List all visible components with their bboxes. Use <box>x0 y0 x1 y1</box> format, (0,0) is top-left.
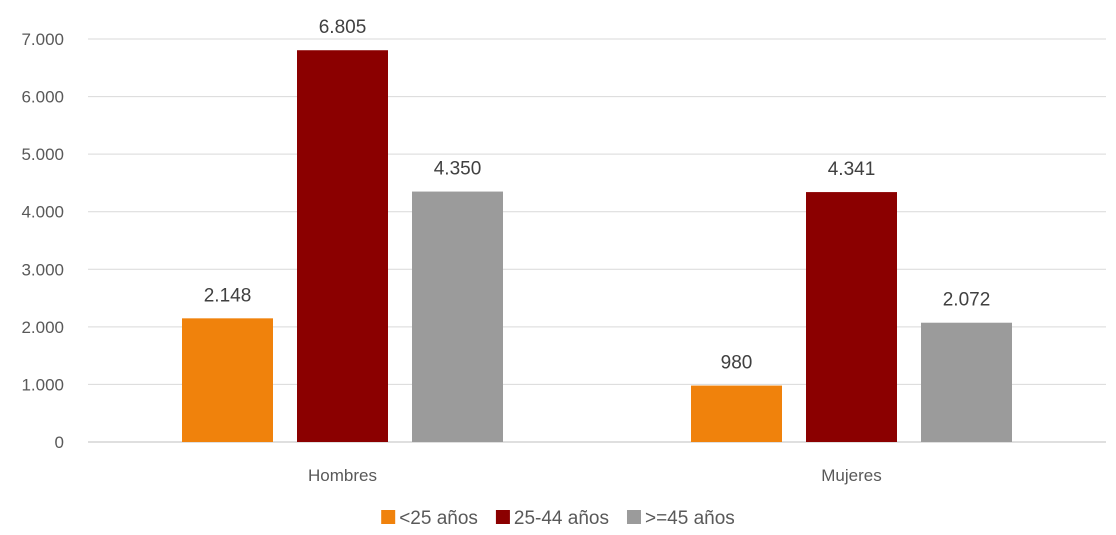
y-tick-label: 3.000 <box>21 260 64 279</box>
data-label: 4.341 <box>828 159 876 180</box>
data-label: 6.805 <box>319 17 367 38</box>
bar <box>182 318 273 442</box>
y-tick-label: 5.000 <box>21 145 64 164</box>
category-label: Hombres <box>308 466 377 485</box>
legend-label: >=45 años <box>645 508 735 529</box>
category-label: Mujeres <box>821 466 881 485</box>
bar <box>806 192 897 442</box>
data-labels: 2.148 6.805 4.350 980 4.341 2.072 <box>204 17 991 373</box>
x-axis-category-labels: Hombres Mujeres <box>308 466 882 485</box>
legend-label: <25 años <box>399 508 478 529</box>
y-tick-label: 0 <box>55 433 64 452</box>
y-tick-label: 2.000 <box>21 318 64 337</box>
y-axis-tick-labels: 0 1.000 2.000 3.000 4.000 5.000 6.000 7.000 <box>21 30 64 452</box>
data-label: 4.350 <box>434 159 482 180</box>
bar <box>412 191 503 442</box>
data-label: 2.072 <box>943 290 991 311</box>
legend-swatch <box>495 510 510 524</box>
legend-label: 25-44 años <box>514 508 609 529</box>
bar <box>921 322 1012 442</box>
y-tick-label: 7.000 <box>21 30 64 49</box>
bars <box>182 50 1012 442</box>
y-tick-label: 6.000 <box>21 88 64 107</box>
legend: <25 años 25-44 años >=45 años <box>381 508 735 529</box>
bar <box>297 50 388 442</box>
data-label: 2.148 <box>204 285 252 306</box>
bar <box>691 385 782 442</box>
data-label: 980 <box>721 353 753 374</box>
legend-swatch <box>381 510 396 524</box>
y-tick-label: 1.000 <box>21 375 64 394</box>
y-tick-label: 4.000 <box>21 203 64 222</box>
legend-swatch <box>626 510 641 524</box>
